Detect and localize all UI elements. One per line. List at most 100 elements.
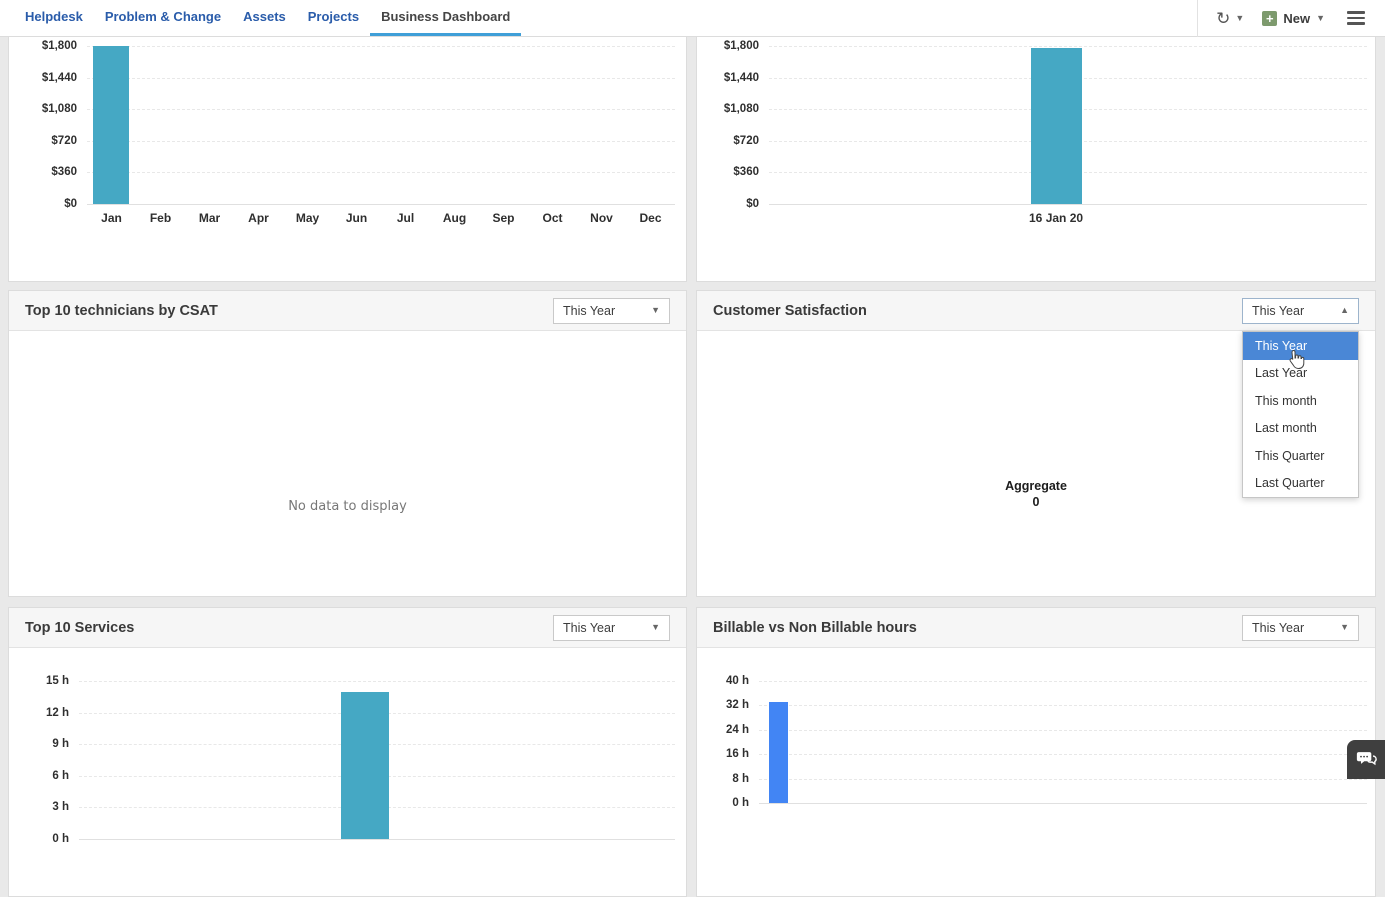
- y-tick-label: 9 h: [52, 738, 69, 750]
- y-tick-label: $1,080: [41, 103, 77, 116]
- customer-satisfaction-period-select[interactable]: This Year ▲: [1242, 297, 1359, 324]
- period-dropdown-menu: This Year Last Year This month Last mont…: [1242, 331, 1359, 498]
- y-tick-label: $360: [51, 166, 77, 179]
- aggregate-label: Aggregate: [1005, 479, 1067, 493]
- y-tick-label: 0 h: [52, 832, 69, 845]
- hamburger-menu-icon[interactable]: [1343, 7, 1369, 29]
- select-value: This Year: [563, 620, 616, 635]
- dropdown-option-last-year[interactable]: Last Year: [1255, 366, 1308, 381]
- tab-helpdesk[interactable]: Helpdesk: [25, 9, 83, 24]
- y-tick-label: $1,800: [41, 40, 77, 52]
- chart-plot-area: [79, 681, 675, 840]
- nav-divider: [1197, 0, 1199, 37]
- panel-body: No data to display: [9, 331, 686, 596]
- gridline: [87, 172, 675, 174]
- panel-monthly-billing-chart: $1,800 $1,440 $1,080 $720 $360 $0 Jan Feb Mar Ap…: [8, 37, 687, 282]
- y-tick-label: $0: [746, 198, 759, 210]
- x-axis-label: Feb: [149, 211, 172, 225]
- panel-title: Top 10 technicians by CSAT: [25, 302, 218, 319]
- panel-header: Billable vs Non Billable hours This Year…: [697, 608, 1375, 648]
- tab-projects[interactable]: Projects: [307, 9, 360, 24]
- daily-billing-bar-chart: $1,800 $1,440 $1,080 $720 $360 $0 16 Jan 20: [697, 40, 1373, 234]
- chevron-up-icon: ▲: [1340, 305, 1349, 315]
- chevron-down-icon: ▼: [1235, 12, 1245, 23]
- x-axis-label: Nov: [590, 211, 613, 225]
- select-value: This Year: [1252, 303, 1305, 318]
- hamburger-bar: [1347, 22, 1365, 25]
- y-axis: 15 h 12 h 9 h 6 h 3 h 0 h: [9, 675, 79, 869]
- dropdown-option-last-quarter[interactable]: Last Quarter: [1255, 476, 1325, 491]
- chat-bubbles-icon: [1356, 752, 1377, 766]
- y-tick-label: 24 h: [725, 723, 749, 736]
- y-tick-label: $1,440: [41, 71, 77, 84]
- monthly-billing-bar-chart: $1,800 $1,440 $1,080 $720 $360 $0 Jan Feb Mar Ap…: [9, 40, 681, 234]
- y-tick-label: 40 h: [725, 675, 749, 687]
- panel-header: Top 10 technicians by CSAT This Year ▼: [9, 291, 686, 331]
- gridline: [769, 204, 1367, 205]
- top-services-period-select[interactable]: This Year ▼: [553, 614, 670, 641]
- x-axis-label: Mar: [198, 211, 221, 225]
- y-tick-label: 3 h: [52, 801, 69, 813]
- tab-assets[interactable]: Assets: [243, 9, 286, 24]
- y-axis: $1,800 $1,440 $1,080 $720 $360 $0: [9, 40, 87, 234]
- y-tick-label: 12 h: [45, 706, 69, 719]
- dropdown-option-this-quarter[interactable]: This Quarter: [1255, 448, 1325, 463]
- top-technicians-period-select[interactable]: This Year ▼: [553, 297, 670, 324]
- chart-plot-area: 16 Jan 20: [769, 46, 1367, 225]
- y-axis: $1,800 $1,440 $1,080 $720 $360 $0: [697, 40, 769, 234]
- y-tick-label: $1,080: [723, 103, 759, 116]
- gridline: [87, 77, 675, 79]
- x-axis-label: May: [295, 211, 320, 225]
- panel-body: Aggregate 0: [697, 331, 1375, 596]
- y-tick-label: $720: [733, 134, 759, 147]
- x-axis-label: Oct: [542, 211, 563, 225]
- panel-title: Top 10 Services: [25, 619, 135, 636]
- nav-right-controls: ↻ ▼ + New ▼: [1197, 0, 1385, 37]
- chart-plot-area: [759, 681, 1367, 804]
- chevron-down-icon: ▼: [1340, 622, 1349, 632]
- dropdown-option-last-month[interactable]: Last month: [1255, 421, 1317, 436]
- x-axis-label: Apr: [248, 211, 269, 225]
- y-tick-label: $0: [64, 198, 77, 210]
- x-axis-label: Aug: [442, 211, 467, 225]
- gridline: [759, 754, 1367, 756]
- gridline: [759, 681, 1367, 682]
- gridline: [759, 729, 1367, 731]
- y-tick-label: 6 h: [52, 769, 69, 782]
- y-tick-label: 15 h: [45, 675, 69, 687]
- gridline: [759, 705, 1367, 707]
- tab-problem-and-change[interactable]: Problem & Change: [104, 9, 222, 24]
- hamburger-bar: [1347, 11, 1365, 14]
- tab-business-dashboard[interactable]: Business Dashboard: [370, 0, 522, 36]
- y-tick-label: 16 h: [725, 748, 749, 761]
- y-tick-label: $1,440: [723, 71, 759, 84]
- dropdown-option-this-year[interactable]: This Year: [1243, 332, 1358, 360]
- refresh-button[interactable]: ↻ ▼: [1216, 10, 1244, 27]
- x-axis-label: Jun: [345, 211, 368, 225]
- new-button-label: New: [1283, 10, 1311, 26]
- panel-header: Top 10 Services This Year ▼: [9, 608, 686, 648]
- panel-title: Billable vs Non Billable hours: [713, 619, 917, 636]
- x-axis-label: Jan: [101, 211, 122, 225]
- gridline: [87, 140, 675, 142]
- panel-daily-billing-chart: $1,800 $1,440 $1,080 $720 $360 $0 16 Jan 20: [696, 37, 1376, 282]
- aggregate-metric: Aggregate 0: [1005, 479, 1067, 510]
- empty-state-text: No data to display: [288, 499, 407, 514]
- x-axis-label: Jul: [396, 211, 415, 225]
- chat-widget-button[interactable]: [1347, 740, 1385, 779]
- chevron-down-icon: ▼: [1316, 12, 1325, 23]
- bar: [93, 46, 130, 204]
- aggregate-value: 0: [1032, 494, 1040, 509]
- plus-icon: +: [1262, 10, 1278, 26]
- billable-hours-period-select[interactable]: This Year ▼: [1242, 614, 1359, 641]
- select-value: This Year: [563, 303, 616, 318]
- gridline: [79, 681, 675, 682]
- dropdown-option-this-month[interactable]: This month: [1255, 393, 1317, 408]
- y-tick-label: $360: [733, 166, 759, 179]
- x-axis-label: Sep: [492, 211, 515, 225]
- new-button[interactable]: + New ▼: [1262, 10, 1325, 26]
- panel-billable-hours: Billable vs Non Billable hours This Year…: [696, 607, 1376, 897]
- nav-tabs: Helpdesk Problem & Change Assets Project…: [0, 0, 522, 36]
